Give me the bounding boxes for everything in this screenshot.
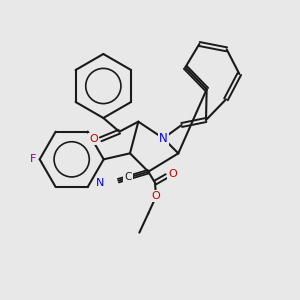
Text: O: O — [152, 191, 160, 201]
Text: O: O — [89, 134, 98, 144]
Text: F: F — [29, 154, 36, 164]
Text: N: N — [96, 178, 104, 188]
Text: N: N — [159, 132, 168, 145]
Text: O: O — [168, 169, 177, 179]
Text: C: C — [124, 172, 131, 182]
